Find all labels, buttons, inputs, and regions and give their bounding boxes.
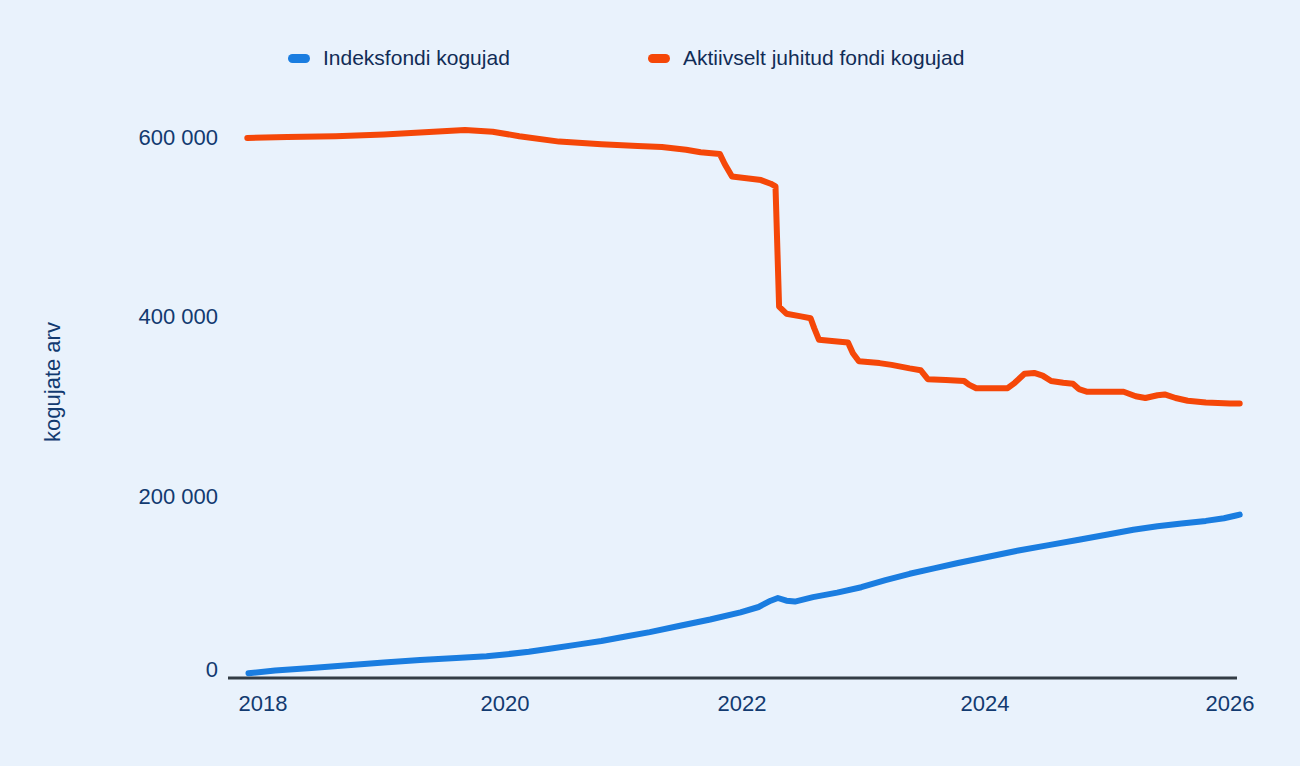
x-tick-2026: 2026: [1185, 691, 1275, 717]
y-tick-0: 0: [58, 657, 218, 683]
series-line-aktiivselt-juhitud[interactable]: [247, 130, 1239, 404]
legend-label-aktiivselt: Aktiivselt juhitud fondi kogujad: [683, 46, 964, 70]
y-axis-title: kogujate arv: [40, 322, 66, 442]
legend-label-indeksfondi: Indeksfondi kogujad: [323, 46, 510, 70]
y-tick-200000: 200 000: [58, 484, 218, 510]
plot-canvas: [0, 0, 1300, 766]
series-line-indeksfondi[interactable]: [249, 515, 1240, 674]
y-tick-600000: 600 000: [58, 125, 218, 151]
x-tick-2018: 2018: [218, 691, 308, 717]
legend-swatch-indeksfondi: [288, 54, 310, 63]
x-tick-2022: 2022: [697, 691, 787, 717]
legend-swatch-aktiivselt: [648, 54, 670, 63]
x-tick-2024: 2024: [940, 691, 1030, 717]
y-tick-400000: 400 000: [58, 304, 218, 330]
line-chart: Indeksfondi kogujad Aktiivselt juhitud f…: [0, 0, 1300, 766]
legend-item-aktiivselt-juhitud[interactable]: Aktiivselt juhitud fondi kogujad: [648, 46, 964, 70]
x-tick-2020: 2020: [460, 691, 550, 717]
legend-item-indeksfondi-kogujad[interactable]: Indeksfondi kogujad: [288, 46, 510, 70]
